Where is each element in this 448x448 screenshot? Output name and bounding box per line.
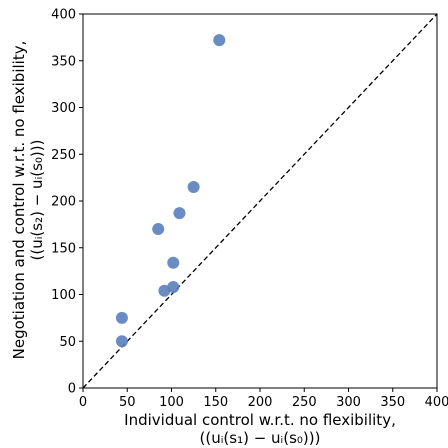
y-tick-label: 250 xyxy=(51,148,76,163)
y-axis-ticks: 0 50 100 150 200 250 300 350 400 xyxy=(51,8,83,397)
y-tick-label: 100 xyxy=(51,288,76,303)
y-tick-label: 300 xyxy=(51,101,76,116)
reference-diagonal-line xyxy=(82,13,438,389)
data-point xyxy=(167,281,180,294)
x-tick-label: 400 xyxy=(425,395,448,410)
x-axis-ticks: 0 50 100 150 200 250 300 350 400 xyxy=(79,388,448,410)
y-tick-label: 400 xyxy=(51,8,76,23)
data-point xyxy=(173,207,186,220)
reference-line-layer xyxy=(82,13,438,389)
data-point xyxy=(167,256,180,269)
x-tick-label: 350 xyxy=(380,395,405,410)
y-tick-label: 0 xyxy=(68,382,76,397)
data-point xyxy=(213,34,226,47)
data-point xyxy=(187,180,200,193)
x-axis-label-line2: ((uᵢ(s₁) − uᵢ(s₀))) xyxy=(200,429,321,447)
y-tick-label: 50 xyxy=(59,335,76,350)
x-tick-label: 250 xyxy=(292,395,317,410)
x-tick-label: 100 xyxy=(159,395,184,410)
x-tick-label: 150 xyxy=(203,395,228,410)
x-tick-label: 200 xyxy=(248,395,273,410)
data-point xyxy=(152,223,165,236)
x-tick-label: 0 xyxy=(79,395,87,410)
data-point xyxy=(115,335,128,348)
y-tick-label: 200 xyxy=(51,195,76,210)
data-points-layer xyxy=(115,34,226,348)
y-axis-label-line2: ((uᵢ(s₂) − uᵢ(s₀))) xyxy=(28,140,46,261)
data-point xyxy=(115,311,128,324)
y-tick-label: 150 xyxy=(51,241,76,256)
y-axis-label: Negotiation and control w.r.t. no flexib… xyxy=(10,41,28,360)
x-axis-label: Individual control w.r.t. no flexibility… xyxy=(124,411,396,429)
x-tick-label: 300 xyxy=(336,395,361,410)
y-tick-label: 350 xyxy=(51,54,76,69)
x-tick-label: 50 xyxy=(119,395,136,410)
